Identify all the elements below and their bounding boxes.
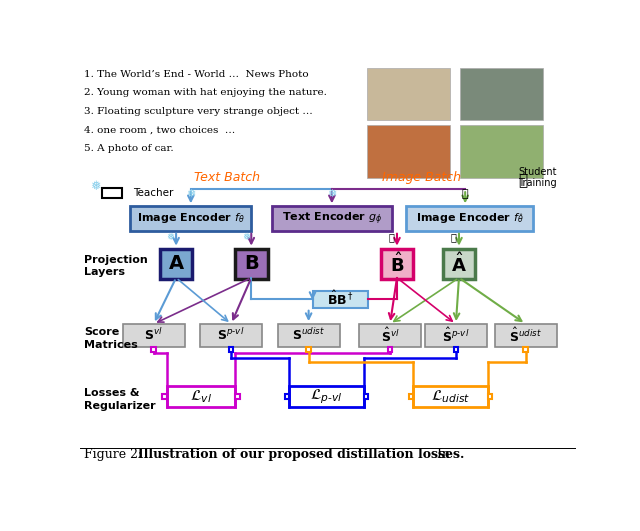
Bar [235,394,239,399]
Text: $\mathbf{S}^{udist}$: $\mathbf{S}^{udist}$ [292,328,325,344]
Bar [524,347,528,352]
Bar [408,394,413,399]
Text: $\hat{\mathbf{S}}^{p\text{-}vl}$: $\hat{\mathbf{S}}^{p\text{-}vl}$ [442,327,470,345]
Bar [443,249,476,279]
Bar [367,125,451,178]
Text: Projection
Layers: Projection Layers [84,255,148,277]
Text: ❅: ❅ [186,189,195,199]
Bar [151,347,156,352]
Bar [289,386,364,407]
Bar [495,324,557,347]
Text: 🔥: 🔥 [388,232,394,242]
Text: ❅: ❅ [166,232,175,242]
Text: 4. one room , two choices  …: 4. one room , two choices … [84,125,235,134]
Text: Score
Matrices: Score Matrices [84,328,138,350]
Bar [454,347,458,352]
Text: 1. The World’s End - World …  News Photo: 1. The World’s End - World … News Photo [84,70,308,79]
Text: Figure 2:: Figure 2: [84,448,142,461]
Text: Image Batch: Image Batch [381,171,461,184]
Bar [388,347,392,352]
Text: $\mathbf{B}$: $\mathbf{B}$ [244,254,259,273]
Text: $\mathbf{S}^{vl}$: $\mathbf{S}^{vl}$ [144,328,163,344]
Bar [460,125,543,178]
Bar [131,206,250,231]
Text: Image Encoder $f_\theta$: Image Encoder $f_\theta$ [136,211,244,226]
Bar [285,394,289,399]
Bar [488,394,492,399]
Bar [102,187,122,199]
Text: Text Batch: Text Batch [195,171,260,184]
Text: Illustration of our proposed distillation losses.: Illustration of our proposed distillatio… [129,448,464,461]
Bar [307,347,311,352]
Bar [413,386,488,407]
Text: 2. Young woman with hat enjoying the nature.: 2. Young woman with hat enjoying the nat… [84,88,327,97]
Bar [460,67,543,120]
Text: $\hat{\mathbf{A}}$: $\hat{\mathbf{A}}$ [451,252,467,276]
Text: 🔥: 🔥 [519,173,528,189]
Text: $\mathbf{A}$: $\mathbf{A}$ [168,254,184,273]
Text: $\mathbf{S}^{p\text{-}vl}$: $\mathbf{S}^{p\text{-}vl}$ [218,328,245,344]
Bar [160,249,193,279]
Bar [278,324,340,347]
Text: Losses &
Regularizer: Losses & Regularizer [84,388,156,410]
Text: $\hat{\mathbf{S}}^{vl}$: $\hat{\mathbf{S}}^{vl}$ [381,327,399,345]
Text: 🔥: 🔥 [451,232,456,242]
Bar [229,347,234,352]
Text: $\hat{\mathbf{B}}$: $\hat{\mathbf{B}}$ [390,252,404,276]
Bar [167,386,235,407]
Bar [364,394,368,399]
Bar [367,67,451,120]
Text: $\mathcal{L}_{udist}$: $\mathcal{L}_{udist}$ [431,388,470,405]
Bar [235,249,268,279]
Text: ❅: ❅ [242,232,250,242]
Text: Teacher: Teacher [132,188,173,198]
Text: Text Encoder $g_\phi$: Text Encoder $g_\phi$ [282,210,382,227]
Bar [425,324,487,347]
Text: $\hat{\mathbf{B}}\mathbf{B}^\dagger$: $\hat{\mathbf{B}}\mathbf{B}^\dagger$ [327,290,354,309]
Text: $\mathcal{L}_{vl}$: $\mathcal{L}_{vl}$ [190,388,212,405]
Text: In: In [433,448,450,461]
Bar [272,206,392,231]
Bar [406,206,533,231]
Text: $\mathcal{L}_{p\text{-}vl}$: $\mathcal{L}_{p\text{-}vl}$ [310,387,343,406]
Text: $\hat{\mathbf{S}}^{udist}$: $\hat{\mathbf{S}}^{udist}$ [509,327,542,345]
Text: 🔥: 🔥 [462,189,468,199]
Bar [381,249,413,279]
Bar [200,324,262,347]
Bar [359,324,421,347]
Text: ❅: ❅ [327,189,337,199]
Text: Image Encoder $f_{\hat{\theta}}$: Image Encoder $f_{\hat{\theta}}$ [415,211,524,226]
Bar [123,324,184,347]
Text: 5. A photo of car.: 5. A photo of car. [84,144,173,153]
Text: 3. Floating sculpture very strange object …: 3. Floating sculpture very strange objec… [84,107,312,116]
Bar [162,394,167,399]
Text: ❅: ❅ [90,179,100,193]
Bar [312,291,368,308]
Text: Student
Training: Student Training [518,167,557,189]
